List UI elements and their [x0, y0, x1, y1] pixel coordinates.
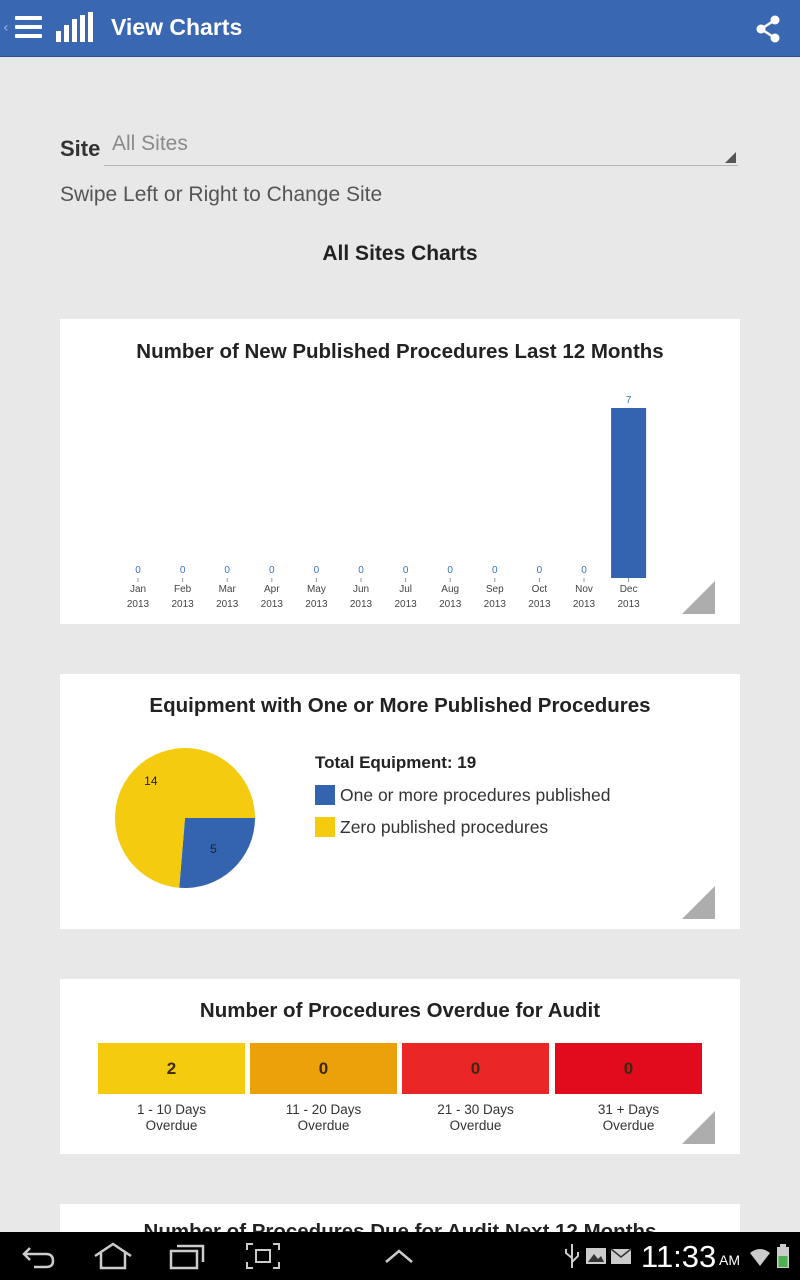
chart-title: Number of Procedures Overdue for Audit [199, 999, 601, 1022]
x-tick-label: 2013 [484, 599, 507, 610]
legend-label: Zero published procedures [340, 817, 549, 837]
swipe-hint: Swipe Left or Right to Change Site [60, 183, 383, 206]
wifi-icon [750, 1249, 770, 1266]
x-tick-label: Sep [486, 584, 504, 595]
x-tick-label: 2013 [127, 599, 150, 610]
overdue-count: 0 [470, 1059, 481, 1078]
x-tick-label: Mar [219, 584, 237, 595]
bar-value-label: 0 [447, 565, 453, 576]
x-tick-label: Jun [353, 584, 369, 595]
bar-value-label: 0 [269, 565, 275, 576]
bar-value-label: 0 [581, 565, 587, 576]
recent-apps-icon[interactable] [168, 1242, 206, 1270]
x-tick-label: 2013 [394, 599, 417, 610]
gallery-icon [586, 1248, 606, 1264]
bar-value-label: 7 [626, 395, 632, 406]
bar-value-label: 0 [135, 565, 141, 576]
back-icon[interactable] [20, 1242, 58, 1270]
published-procedures-chart-card: Number of New Published Procedures Last … [60, 319, 740, 624]
up-arrow-icon[interactable] [383, 1242, 415, 1270]
x-tick-label: Jul [399, 584, 412, 595]
battery-icon [777, 1244, 789, 1268]
site-dropdown-value: All Sites [112, 132, 188, 155]
overdue-count: 0 [623, 1059, 634, 1078]
screenshot-icon[interactable] [245, 1242, 281, 1270]
hamburger-menu-icon[interactable] [15, 16, 42, 40]
overdue-bucket-31-plus[interactable]: 0 [555, 1043, 702, 1094]
x-tick-label: Jan [130, 584, 146, 595]
home-icon[interactable] [92, 1242, 134, 1270]
site-label: Site [60, 136, 101, 161]
system-bar: 11:33 AM [0, 1232, 800, 1280]
x-tick-label: 2013 [305, 599, 328, 610]
x-tick-label: 2013 [216, 599, 239, 610]
x-tick-label: Apr [264, 584, 280, 595]
x-tick-label: Aug [441, 584, 459, 595]
x-tick-label: 2013 [617, 599, 640, 610]
site-dropdown[interactable]: All Sites [104, 128, 738, 166]
equipment-procedures-chart-card: Equipment with One or More Published Pro… [60, 674, 740, 929]
overdue-audit-card: Number of Procedures Overdue for Audit 2… [60, 979, 740, 1154]
clock-time: 11:33 [641, 1239, 717, 1274]
bar-value-label: 0 [403, 565, 409, 576]
overdue-bucket-21-30[interactable]: 0 [402, 1043, 549, 1094]
expand-corner-icon[interactable] [682, 1111, 715, 1144]
action-bar: ‹ View Charts [0, 0, 800, 57]
bar-chart: 0 Jan 2013 0 Feb 2013 0 Mar 2013 0 Apr 2013 0 May 2013… [127, 395, 647, 610]
bar-value-label: 0 [180, 565, 186, 576]
pie-slice [115, 748, 256, 888]
mail-icon [610, 1248, 632, 1264]
overdue-label: 21 - 30 Days Overdue [437, 1102, 514, 1133]
clock-ampm: AM [719, 1252, 740, 1268]
overdue-count: 2 [166, 1059, 177, 1078]
legend-label: One or more procedures published [340, 785, 611, 805]
overdue-bucket-1-10[interactable]: 2 [98, 1043, 245, 1094]
legend-total: Total Equipment: 19 [315, 753, 477, 772]
bar [611, 408, 647, 578]
x-tick-label: Dec [620, 584, 638, 595]
overdue-label: 11 - 20 Days Overdue [285, 1102, 362, 1133]
back-chevron-icon[interactable]: ‹ [3, 20, 9, 36]
x-tick-label: Feb [174, 584, 192, 595]
x-tick-label: Nov [575, 584, 593, 595]
page-title: View Charts [111, 14, 243, 40]
legend-swatch [315, 817, 335, 837]
x-tick-label: May [307, 584, 326, 595]
bar-value-label: 0 [224, 565, 230, 576]
pie-chart: 5 14 [115, 748, 256, 888]
pie-slice-label: 14 [144, 774, 158, 788]
chart-title: Equipment with One or More Published Pro… [149, 694, 651, 717]
x-tick-label: 2013 [439, 599, 462, 610]
overdue-label: 1 - 10 Days Overdue [136, 1102, 207, 1133]
pie-slice [179, 818, 255, 888]
pie-slice-label: 5 [210, 842, 217, 856]
bar-chart-logo-icon [56, 12, 93, 42]
overdue-count: 0 [318, 1059, 329, 1078]
section-title: All Sites Charts [322, 242, 478, 265]
x-tick-label: 2013 [261, 599, 284, 610]
overdue-label: 31 + Days Overdue [597, 1102, 660, 1133]
x-tick-label: Oct [532, 584, 548, 595]
bar-value-label: 0 [314, 565, 320, 576]
x-tick-label: 2013 [171, 599, 194, 610]
expand-corner-icon[interactable] [682, 886, 715, 919]
x-tick-label: 2013 [573, 599, 596, 610]
bar-value-label: 0 [537, 565, 543, 576]
x-tick-label: 2013 [528, 599, 551, 610]
bar-value-label: 0 [358, 565, 364, 576]
legend-swatch [315, 785, 335, 805]
expand-corner-icon[interactable] [682, 581, 715, 614]
overdue-bucket-11-20[interactable]: 0 [250, 1043, 397, 1094]
bar-value-label: 0 [492, 565, 498, 576]
x-tick-label: 2013 [350, 599, 373, 610]
share-icon[interactable] [753, 14, 783, 44]
chart-title: Number of New Published Procedures Last … [136, 340, 664, 363]
usb-icon [565, 1244, 579, 1268]
dropdown-arrow-icon [725, 152, 736, 163]
